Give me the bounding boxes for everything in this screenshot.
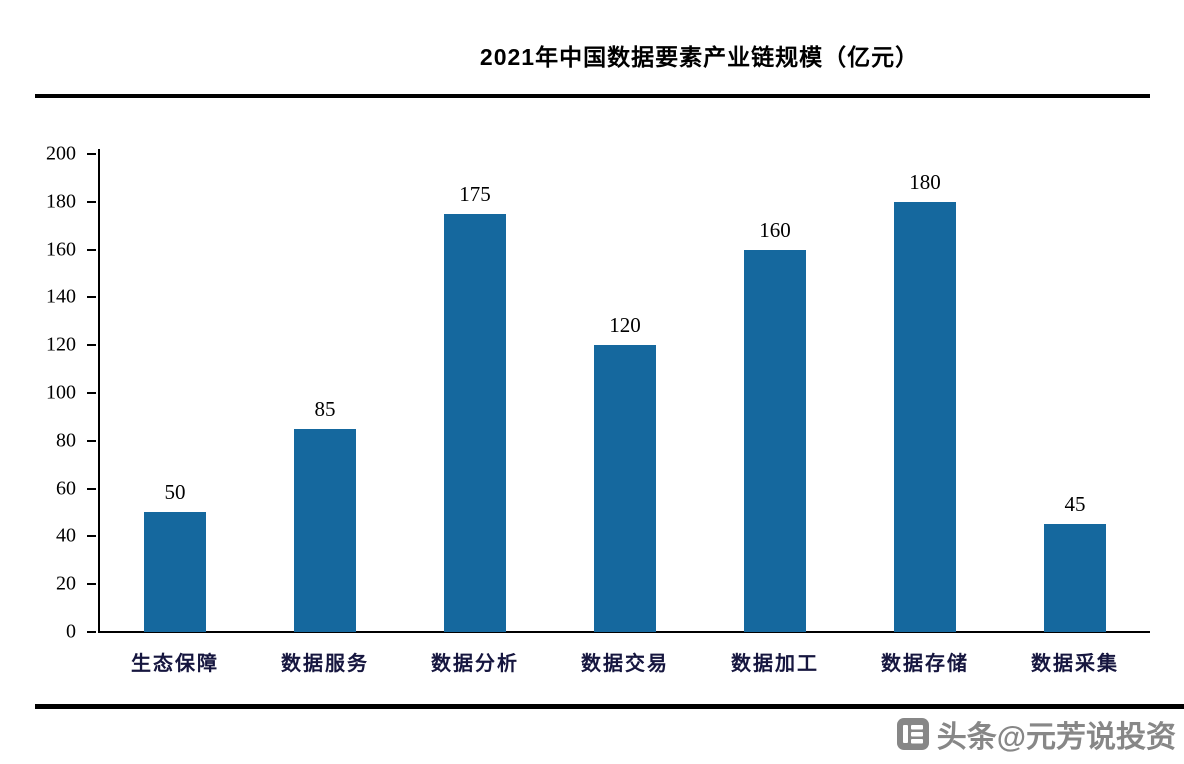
watermark-text: 头条@元芳说投资 <box>936 721 1176 754</box>
x-axis-category-label: 数据存储 <box>881 653 969 675</box>
x-axis-labels: 生态保障 数据服务 数据分析 数据交易 数据加工 数据存储 数据采集 <box>100 647 1150 676</box>
watermark: 头条@元芳说投资 <box>896 712 1176 756</box>
y-axis-tick-label: 0 <box>66 620 76 643</box>
bar-value-label: 45 <box>1064 492 1086 516</box>
bar <box>894 202 956 632</box>
toutiao-logo-icon <box>896 717 930 751</box>
y-axis-tick-mark <box>87 583 96 586</box>
bar <box>144 512 206 632</box>
y-axis-tick-label: 40 <box>56 524 76 547</box>
top-divider <box>35 94 1150 98</box>
x-axis-category-label: 数据服务 <box>281 653 369 675</box>
bar <box>294 429 356 632</box>
y-axis-tick-label: 80 <box>56 429 76 452</box>
y-axis-tick-mark <box>87 296 96 299</box>
bar-value-label: 120 <box>609 313 641 337</box>
x-axis-category-label: 数据交易 <box>581 653 669 675</box>
bar <box>594 345 656 632</box>
y-axis-tick-mark <box>87 439 96 442</box>
y-axis: 0 20 40 60 80 100 120 140 160 180 200 <box>0 143 98 643</box>
y-axis-tick-mark <box>87 535 96 538</box>
x-axis-category-label: 数据采集 <box>1031 653 1119 675</box>
y-axis-tick-mark <box>87 392 96 394</box>
bar <box>444 214 506 632</box>
bar-column: 180 <box>850 154 1000 632</box>
y-axis-tick-mark <box>87 200 96 203</box>
y-axis-tick-label: 100 <box>46 381 76 404</box>
y-axis-tick-mark <box>87 248 96 251</box>
bar-column: 45 <box>1000 154 1150 632</box>
y-axis-tick-label: 20 <box>56 572 76 595</box>
y-axis-tick-label: 120 <box>46 333 76 356</box>
plot-area: 50 85 175 120 160 180 45 <box>100 154 1150 632</box>
x-axis-category-label: 数据分析 <box>431 653 519 675</box>
x-axis-category-label: 数据加工 <box>731 653 819 675</box>
bar-value-label: 85 <box>314 397 336 421</box>
x-axis-category-label: 生态保障 <box>131 653 219 675</box>
bar-column: 50 <box>100 154 250 632</box>
y-axis-tick-label: 60 <box>56 477 76 500</box>
y-axis-tick-mark <box>87 487 96 490</box>
bottom-divider <box>35 704 1184 709</box>
y-axis-tick-mark <box>87 631 96 633</box>
y-axis-tick-label: 180 <box>46 190 76 213</box>
chart-title: 2021年中国数据要素产业链规模（亿元） <box>479 44 920 70</box>
bar-column: 120 <box>550 154 700 632</box>
bar-value-label: 180 <box>909 170 941 194</box>
bar-value-label: 160 <box>759 218 791 242</box>
x-axis-line <box>98 631 1150 633</box>
y-axis-tick-label: 160 <box>46 238 76 261</box>
y-axis-tick-label: 140 <box>46 285 76 308</box>
y-axis-tick-mark <box>87 153 96 155</box>
bar-value-label: 175 <box>459 182 491 206</box>
bar <box>1044 524 1106 632</box>
y-axis-line <box>98 149 100 633</box>
bar-value-label: 50 <box>164 480 186 504</box>
bar-column: 160 <box>700 154 850 632</box>
bar-column: 175 <box>400 154 550 632</box>
bar-column: 85 <box>250 154 400 632</box>
y-axis-tick-mark <box>87 344 96 347</box>
bar <box>744 250 806 632</box>
y-axis-tick-label: 200 <box>46 142 76 165</box>
